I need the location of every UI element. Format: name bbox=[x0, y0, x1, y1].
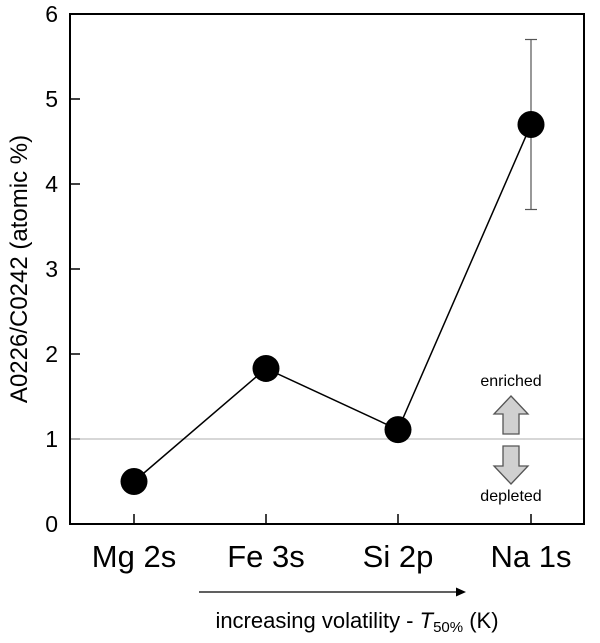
x-tick-label: Si 2p bbox=[363, 539, 434, 574]
y-tick-label: 3 bbox=[45, 256, 58, 282]
plot-frame bbox=[69, 13, 585, 525]
x-ticks bbox=[133, 514, 532, 524]
x-tick-label: Na 1s bbox=[491, 539, 572, 574]
x-tick-label: Mg 2s bbox=[92, 539, 176, 574]
data-points bbox=[120, 111, 545, 495]
data-point bbox=[120, 468, 148, 495]
y-tick-label: 4 bbox=[45, 171, 58, 197]
y-tick-label: 6 bbox=[45, 1, 58, 27]
x-axis-note: increasing volatility - T50% (K) bbox=[215, 608, 498, 636]
y-tick-label: 5 bbox=[45, 86, 58, 112]
volatility-arrow-head bbox=[456, 587, 466, 597]
enriched-label: enriched bbox=[480, 373, 541, 390]
y-tick-label: 1 bbox=[45, 426, 58, 452]
y-ticks bbox=[70, 13, 80, 525]
y-axis-title: A0226/C0242 (atomic %) bbox=[6, 135, 33, 403]
depleted-label: depleted bbox=[480, 488, 541, 505]
data-point bbox=[252, 354, 280, 382]
enriched-arrow-icon bbox=[492, 395, 530, 435]
data-point bbox=[517, 111, 545, 138]
depleted-arrow-icon bbox=[492, 445, 530, 485]
series-line bbox=[133, 124, 532, 483]
x-tick-label: Fe 3s bbox=[227, 539, 305, 574]
y-tick-label: 0 bbox=[45, 511, 58, 537]
data-point bbox=[384, 416, 412, 444]
y-tick-label: 2 bbox=[45, 341, 58, 367]
x-tick-labels: Mg 2s Fe 3s Si 2p Na 1s bbox=[92, 539, 572, 574]
y-tick-labels: 0 1 2 3 4 5 6 bbox=[45, 1, 58, 537]
